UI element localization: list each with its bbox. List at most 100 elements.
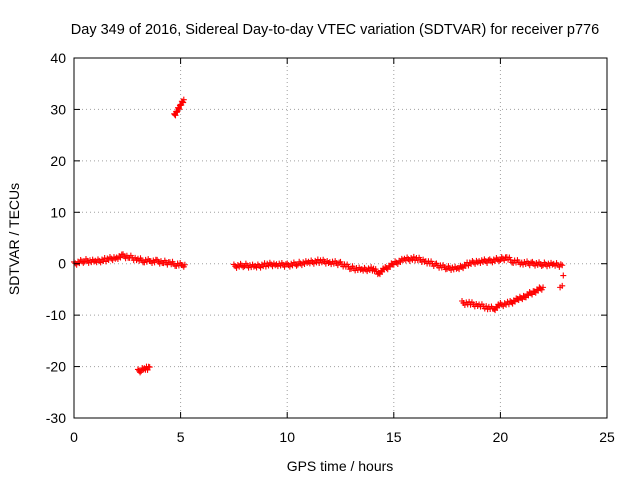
chart-title: Day 349 of 2016, Sidereal Day-to-day VTE… [71,22,599,38]
data-point-marker [448,267,455,274]
data-point-marker [97,259,104,266]
data-point-marker [233,264,240,271]
data-point-marker [272,262,279,269]
data-point-marker [472,260,479,267]
data-point-marker [180,96,187,103]
data-point-marker [301,260,308,267]
y-tick-label: 0 [58,256,66,272]
data-point-marker [526,262,533,269]
data-point-marker [474,259,481,266]
data-point-marker [538,262,545,269]
data-point-marker [559,282,566,289]
data-point-marker [261,260,268,267]
y-tick-label: 10 [50,204,66,220]
y-tick-label: 20 [50,153,66,169]
series-main-track-2 [230,253,566,278]
data-point-marker [544,263,551,270]
data-point-marker [156,260,163,267]
data-point-marker [485,257,492,264]
data-point-marker [409,256,416,263]
x-axis-label: GPS time / hours [287,458,394,474]
data-point-marker [552,262,559,269]
data-point-marker [181,261,188,268]
x-tick-label: 15 [386,429,402,445]
data-point-marker [141,259,148,266]
data-point-marker [143,258,150,265]
data-point-marker [496,258,503,265]
series-main-track-1 [71,251,188,270]
x-tick-label: 10 [279,429,295,445]
data-point-marker [560,272,567,279]
data-point-marker [357,266,364,273]
data-point-marker [532,262,539,269]
data-point-marker [298,262,305,269]
data-point-marker [281,263,288,270]
data-point-marker [133,257,140,264]
data-point-marker [483,303,490,310]
data-point-marker [173,109,180,116]
data-point-marker [501,300,508,307]
data-point-marker [549,261,556,268]
data-point-marker [540,284,547,291]
data-point-marker [149,260,156,267]
data-point-marker [172,112,179,119]
data-point-marker [146,364,153,371]
data-point-marker [269,263,276,270]
series-lower-segment [134,363,153,376]
data-point-marker [557,261,564,268]
data-point-marker [314,256,321,263]
data-point-marker [559,262,566,269]
data-point-marker [277,262,284,269]
grid-lines [74,58,607,418]
data-point-marker [501,257,508,264]
data-point-marker [274,263,281,270]
data-point-marker [318,259,325,266]
data-point-marker [90,258,97,265]
y-tick-label: -10 [46,307,66,323]
data-point-marker [364,268,371,275]
series-upper-segment [171,96,187,119]
data-point-marker [282,261,289,268]
x-tick-label: 25 [599,429,615,445]
x-tick-label: 0 [70,429,78,445]
data-point-marker [534,261,541,268]
data-point-marker [85,259,92,266]
data-point-marker [257,264,264,271]
data-point-marker [265,262,272,269]
data-point-marker [477,259,484,266]
data-point-marker [316,259,323,266]
data-point-marker [392,258,399,265]
data-point-marker [442,266,449,273]
x-tick-label: 20 [493,429,509,445]
y-tick-label: -30 [46,410,66,426]
data-points [71,96,567,376]
data-point-marker [293,262,300,269]
data-point-marker [117,254,124,261]
y-tick-label: -20 [46,359,66,375]
data-point-marker [262,263,269,270]
data-point-marker [325,259,332,266]
data-point-marker [528,259,535,266]
data-point-marker [484,259,491,266]
data-point-marker [310,260,317,267]
data-point-marker [137,369,144,376]
data-point-marker [546,262,553,269]
data-point-marker [250,263,257,270]
data-point-marker [520,261,527,268]
data-point-marker [81,258,88,265]
plot-frame [73,57,608,419]
y-axis-label: SDTVAR / TECUs [6,183,22,295]
data-point-marker [102,258,109,265]
axis-ticks: 0 5 10 15 20 25 -30 -20 -10 0 10 20 30 40 [46,50,615,445]
data-point-marker [80,259,87,266]
y-tick-label: 40 [50,50,66,66]
data-point-marker [444,265,451,272]
data-point-marker [240,264,247,271]
data-point-marker [500,303,507,310]
data-point-marker [522,260,529,267]
data-point-marker [176,106,183,113]
data-point-marker [180,99,187,106]
data-point-marker [109,257,116,264]
series-low-track [459,284,547,314]
data-point-marker [322,260,329,267]
